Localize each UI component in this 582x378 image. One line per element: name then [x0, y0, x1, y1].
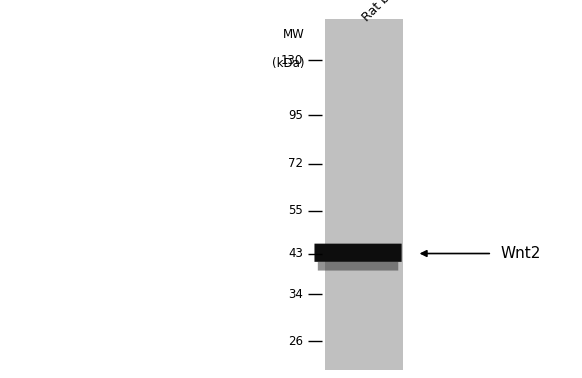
- FancyBboxPatch shape: [325, 19, 403, 370]
- Text: Rat brain: Rat brain: [360, 0, 410, 24]
- Text: (kDa): (kDa): [272, 57, 305, 70]
- Text: MW: MW: [283, 28, 305, 42]
- Text: Wnt2: Wnt2: [501, 246, 541, 261]
- Text: 130: 130: [281, 54, 303, 67]
- Text: 34: 34: [289, 288, 303, 301]
- Text: 26: 26: [288, 335, 303, 348]
- FancyBboxPatch shape: [318, 262, 398, 271]
- FancyBboxPatch shape: [314, 244, 402, 262]
- Text: 72: 72: [288, 157, 303, 170]
- Text: 43: 43: [289, 247, 303, 260]
- Text: 95: 95: [289, 109, 303, 122]
- Text: 55: 55: [289, 204, 303, 217]
